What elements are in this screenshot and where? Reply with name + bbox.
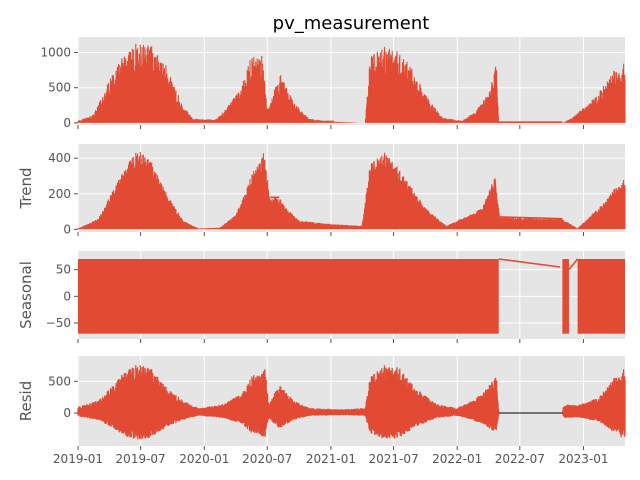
seasonal-band bbox=[577, 259, 625, 334]
y-tick-label: 1000 bbox=[40, 45, 71, 59]
y-tick-label: −50 bbox=[46, 316, 71, 330]
x-tick-label: 2020-01 bbox=[179, 452, 229, 466]
y-tick-label: 500 bbox=[48, 374, 71, 388]
y-tick-label: 0 bbox=[63, 222, 71, 236]
y-tick-label: 0 bbox=[63, 406, 71, 420]
x-tick-label: 2019-07 bbox=[116, 452, 166, 466]
y-tick-label: 500 bbox=[48, 81, 71, 95]
seasonal-bridge-line bbox=[498, 258, 561, 268]
panel-observed: 0 500 1000 bbox=[40, 37, 626, 130]
trend-series bbox=[77, 152, 626, 230]
seasonal-band bbox=[78, 259, 499, 334]
x-tick-label: 2020-07 bbox=[242, 452, 292, 466]
y-tick-label: 50 bbox=[56, 263, 71, 277]
y-tick-label: 400 bbox=[48, 151, 71, 165]
observed-series bbox=[77, 43, 626, 123]
y-tick-label: 200 bbox=[48, 187, 71, 201]
y-tick-label: 0 bbox=[63, 289, 71, 303]
x-tick-label: 2021-07 bbox=[368, 452, 418, 466]
y-axis-label: Trend bbox=[17, 167, 35, 209]
seasonal-band bbox=[562, 259, 569, 334]
seasonal-bridge-line bbox=[568, 258, 579, 271]
x-tick-label: 2019-01 bbox=[53, 452, 103, 466]
panel-seasonal: −50 0 50 Seasonal bbox=[17, 251, 625, 343]
x-tick-label: 2023-01 bbox=[558, 452, 608, 466]
y-axis-label: Seasonal bbox=[17, 261, 35, 329]
x-axis-tick-labels: 2019-01 2019-07 2020-01 2020-07 2021-01 2021-… bbox=[53, 452, 609, 466]
x-tick-label: 2021-01 bbox=[306, 452, 356, 466]
y-tick-label: 0 bbox=[63, 116, 71, 130]
chart-title: pv_measurement bbox=[273, 13, 430, 34]
trend-flat-segment bbox=[500, 216, 563, 220]
x-tick-label: 2022-01 bbox=[432, 452, 482, 466]
resid-series bbox=[77, 365, 626, 440]
panel-resid: 0 500 Resid bbox=[17, 356, 626, 450]
panel-trend: 0 200 400 Trend bbox=[17, 144, 626, 236]
x-tick-label: 2022-07 bbox=[495, 452, 545, 466]
y-axis-label: Resid bbox=[17, 381, 35, 421]
